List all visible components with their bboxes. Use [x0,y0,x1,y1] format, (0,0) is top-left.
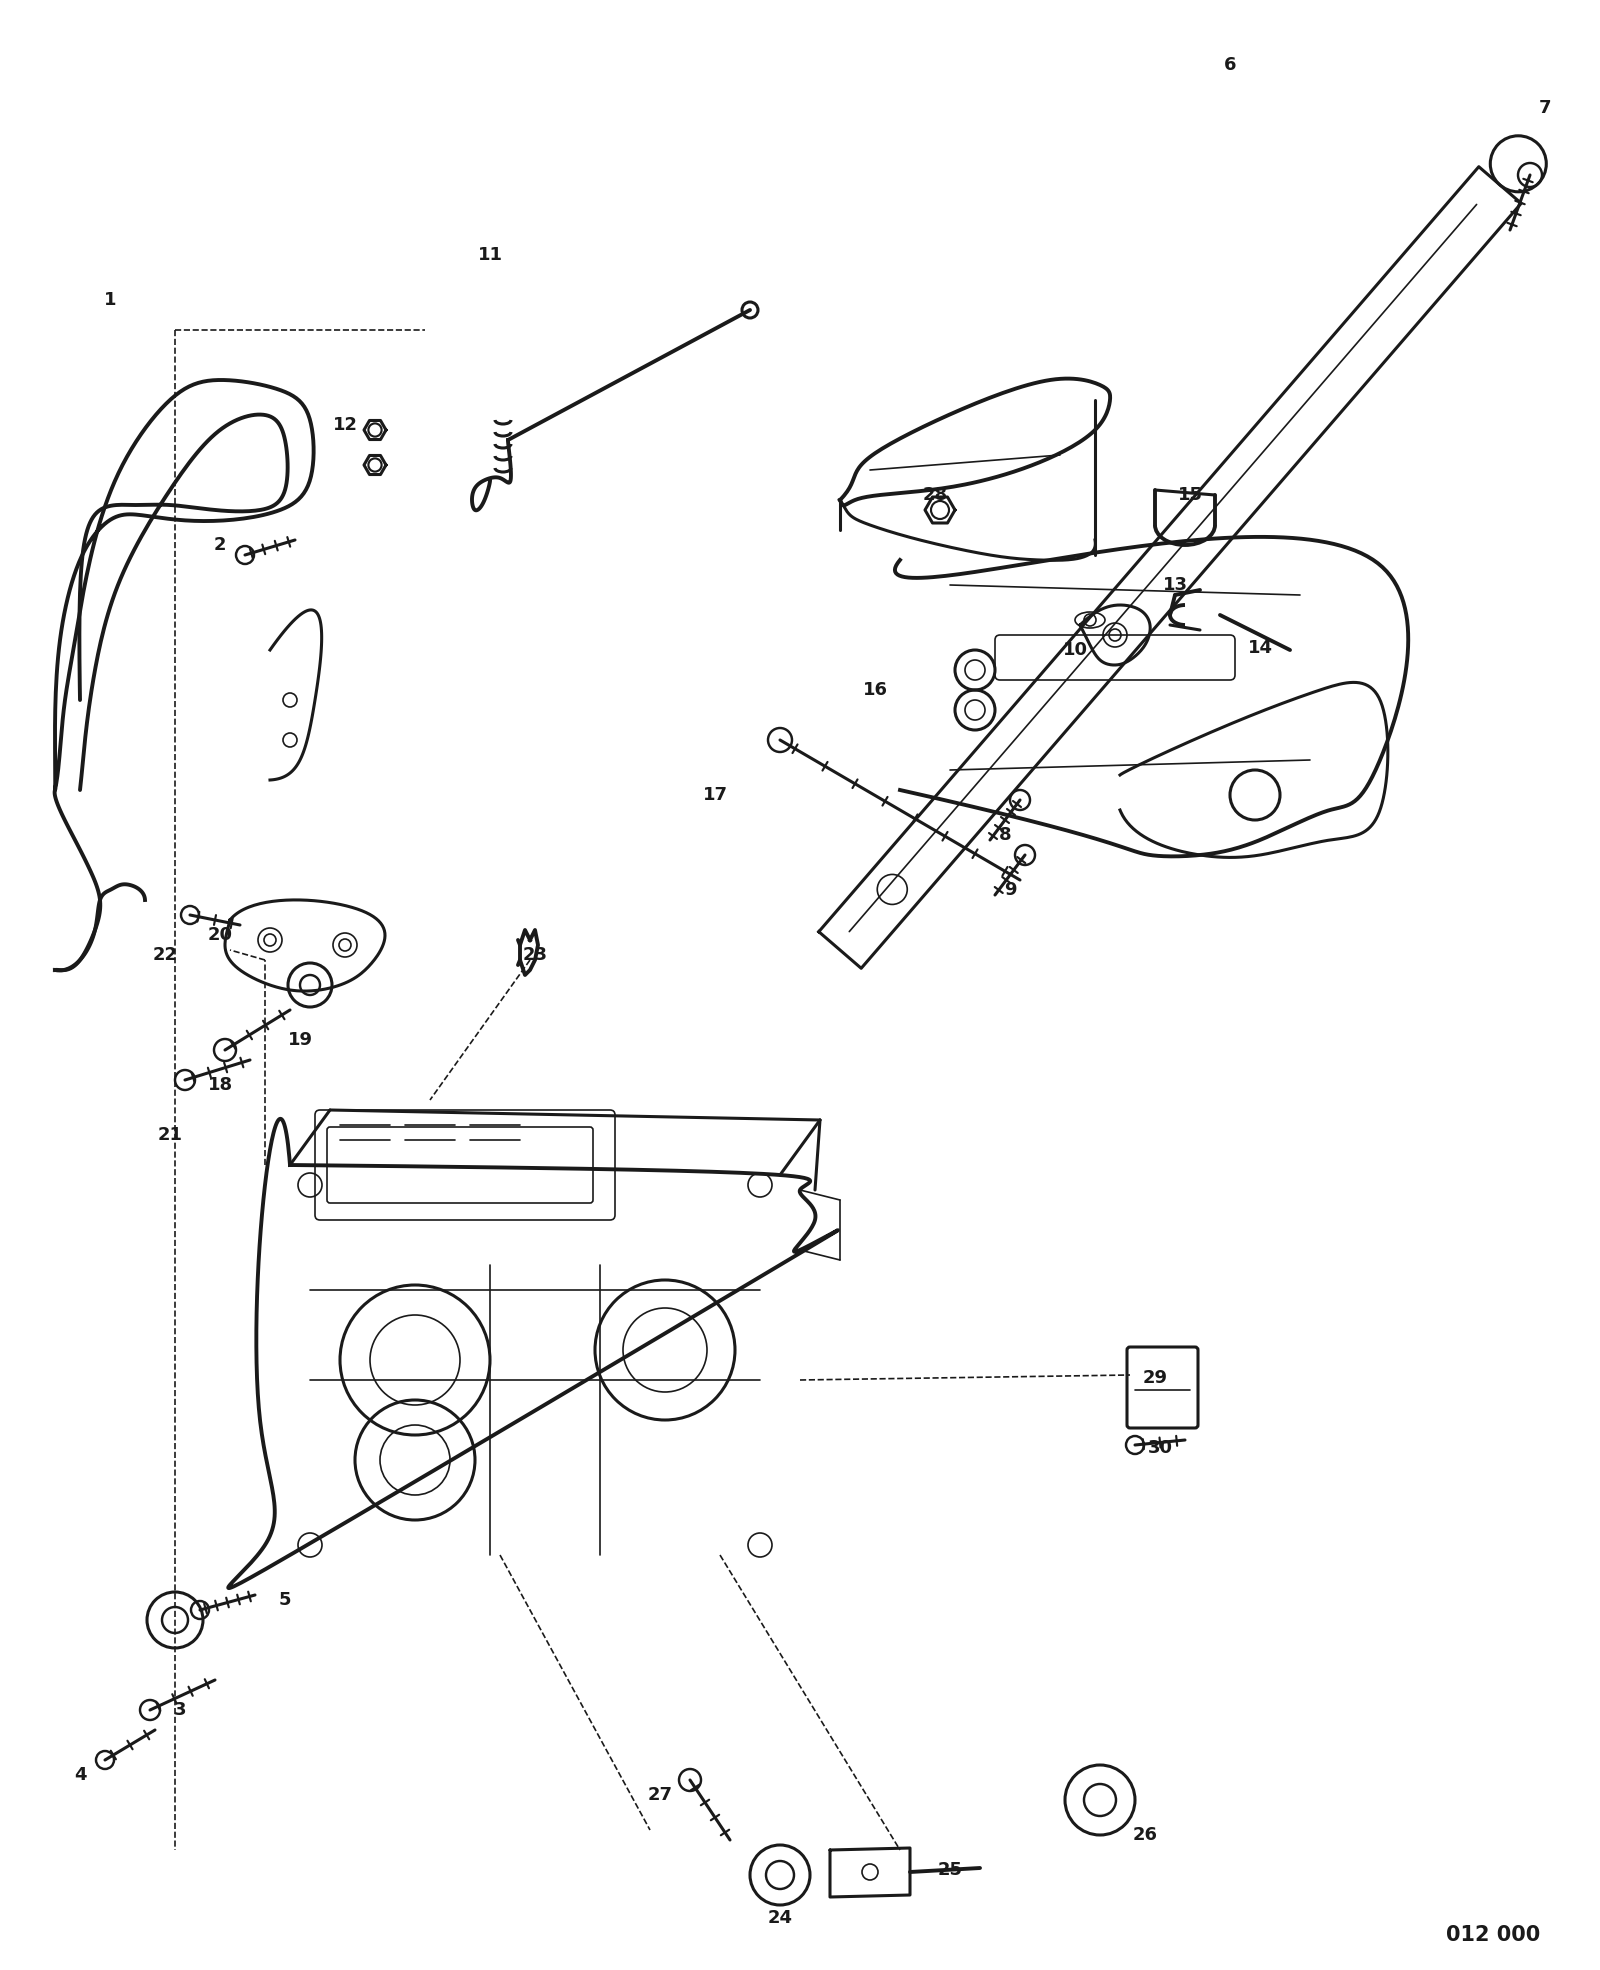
Text: 2: 2 [214,536,226,554]
Text: 26: 26 [1133,1826,1157,1844]
Text: 13: 13 [1163,575,1187,595]
Text: 27: 27 [648,1787,672,1805]
Text: 24: 24 [768,1909,792,1927]
Text: 30: 30 [1147,1438,1173,1458]
Text: 21: 21 [157,1127,182,1145]
Text: 1: 1 [104,292,117,309]
Text: 4: 4 [74,1765,86,1785]
Text: 8: 8 [998,825,1011,843]
Text: 12: 12 [333,416,357,433]
Text: 16: 16 [862,682,888,699]
Text: 15: 15 [1178,487,1203,504]
Text: 3: 3 [174,1700,186,1720]
Text: 28: 28 [923,487,947,504]
Text: 25: 25 [938,1862,963,1879]
Text: 11: 11 [477,246,502,264]
Text: 20: 20 [208,926,232,944]
Text: 29: 29 [1142,1369,1168,1387]
Text: 22: 22 [152,946,178,963]
Text: 19: 19 [288,1030,312,1048]
Text: 17: 17 [702,786,728,804]
Text: 23: 23 [523,946,547,963]
Text: 6: 6 [1224,55,1237,75]
Text: 5: 5 [278,1592,291,1609]
Text: 18: 18 [208,1076,232,1093]
Text: 14: 14 [1248,638,1272,658]
Text: 7: 7 [1539,98,1552,116]
Text: 012 000: 012 000 [1446,1925,1539,1944]
Text: 9: 9 [1003,881,1016,898]
Text: 10: 10 [1062,640,1088,660]
